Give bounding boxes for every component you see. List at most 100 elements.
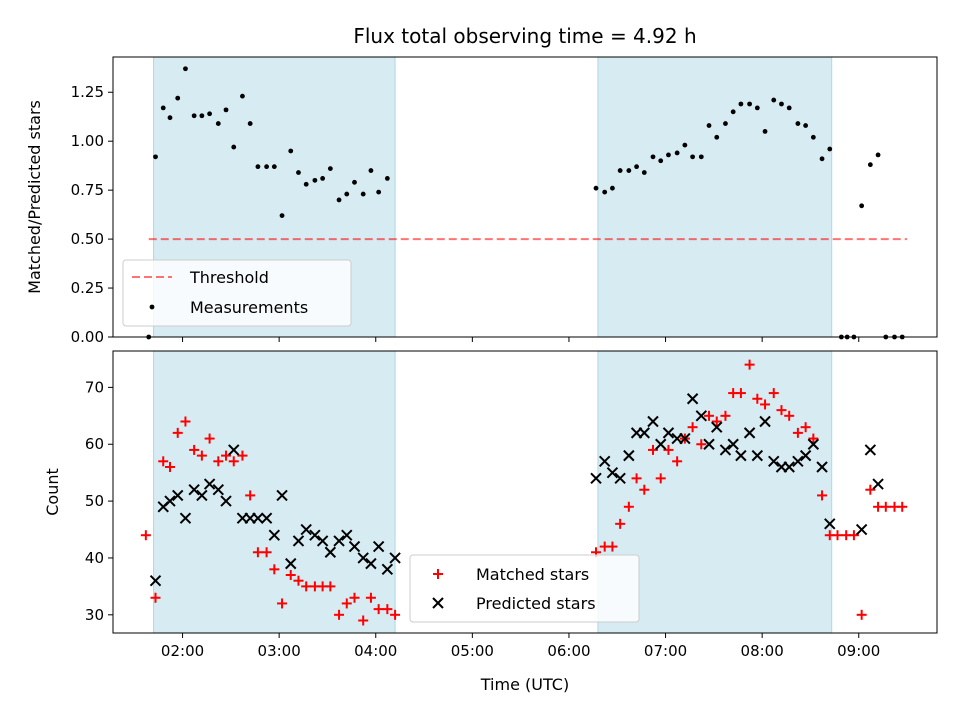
predicted-point [348,540,361,553]
matched-point [631,473,642,484]
predicted-point [662,427,675,439]
x-axis-label: Time (UTC) [480,675,569,694]
measurement-point [723,121,728,126]
ylabel-bottom: Count [43,468,62,516]
matched-point [720,410,731,421]
matched-point [189,444,200,455]
predicted-point [149,574,162,587]
measurement-point [376,189,382,195]
predicted-point [324,546,337,558]
x-tick-label: 09:00 [837,642,880,660]
measurement-point [368,168,374,173]
matched-point [285,570,296,581]
matched-point [752,393,763,404]
matched-point [647,444,658,455]
predicted-point [260,512,273,524]
predicted-point [816,461,828,473]
matched-point [158,456,169,467]
measurement-point [215,121,221,126]
predicted-point [855,523,868,536]
legend-measurement-swatch [149,304,155,310]
measurement-point [867,162,873,168]
predicted-point [276,489,288,502]
matched-point [341,598,352,609]
matched-point [204,433,215,444]
panel-top: Matched/Predicted stars 0.00 0.25 0.50 0.75… [25,56,938,346]
observing-window-1-0 [153,350,396,634]
measurement-point [175,95,181,101]
predicted-point [285,557,297,570]
measurement-point [875,152,881,158]
predicted-point [623,449,635,462]
predicted-point [372,540,385,553]
measurement-point [650,154,656,160]
predicted-point [727,438,739,450]
measurement-point [803,123,809,128]
y-tick-label: 0.75 [71,181,104,199]
measurement-point [658,158,664,164]
matched-point [252,547,263,558]
measurement-point [153,154,158,160]
matched-point [237,450,248,461]
predicted-point [172,489,184,502]
matched-point [373,604,384,615]
matched-point [744,359,755,370]
predicted-point [220,495,232,507]
measurement-point [320,175,326,181]
measurement-point [690,154,696,160]
legend-top: Threshold Measurements [122,259,352,327]
predicted-point [799,449,812,462]
matched-point [623,501,634,512]
x-tick-label: 07:00 [644,642,687,660]
predicted-point [686,393,699,405]
matched-point [880,501,891,512]
chart-title: Flux total observing time = 4.92 h [353,24,696,48]
measurement-point [360,191,366,197]
measurement-point [160,105,166,111]
y-tick-label: 50 [85,492,104,510]
matched-point [663,444,674,455]
matched-point [615,518,626,529]
matched-point [848,530,859,541]
predicted-point [647,415,659,428]
measurement-point [312,177,318,183]
matched-point [832,530,843,541]
matched-point [358,615,369,626]
legend-bottom: Matched stars Predicted stars [409,554,640,623]
matched-point [808,433,819,444]
predicted-point [188,484,200,496]
x-tick-label: 02:00 [161,642,204,660]
measurement-point [747,101,752,107]
predicted-point [365,557,377,570]
predicted-point [768,455,780,468]
predicted-point [735,449,747,462]
x-tick-label: 08:00 [741,642,784,660]
matched-point [711,416,722,427]
predicted-point [164,495,176,507]
matched-point [696,439,707,450]
matched-point [760,399,771,410]
measurement-point [271,164,277,170]
measurement-point [698,154,704,160]
predicted-point [357,552,369,564]
measurement-point [706,123,712,128]
matched-point [269,564,280,575]
matched-point [704,410,715,421]
measurement-point [384,175,390,181]
predicted-point [212,484,225,496]
measurement-point [634,164,639,170]
y-tick-label: 70 [85,378,104,396]
predicted-point [381,563,394,576]
matched-point [687,422,698,433]
predicted-point [252,512,264,524]
matched-point [390,609,401,620]
predicted-point [679,432,691,445]
matched-point [800,422,811,433]
predicted-point [864,444,877,456]
matched-point [349,592,360,603]
measurement-point [754,105,760,111]
panel-top-frame [112,56,938,338]
predicted-point [759,415,771,428]
measurement-point [771,97,777,103]
